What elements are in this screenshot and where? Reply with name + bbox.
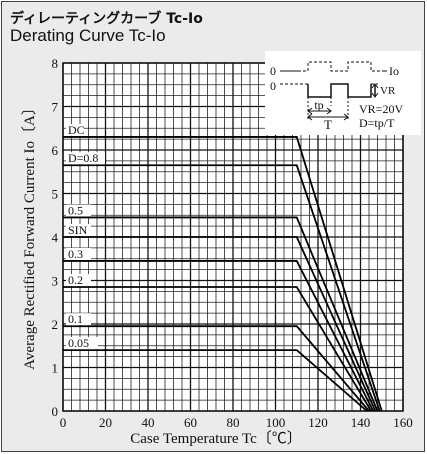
series-label-background [66,313,91,326]
series-label-background [66,247,91,260]
series-label: 0.5 [68,203,83,217]
inset-background [265,51,421,135]
series-lines [63,136,383,412]
x-tick-label: 100 [266,415,286,430]
io-label: Io [389,64,399,78]
x-tick-label: 140 [351,415,371,430]
chart-title-english: Derating Curve Tc-Io [10,26,166,45]
y-tick-label: 0 [52,404,59,419]
series-line [63,236,377,412]
y-tick-label: 5 [52,187,59,202]
chart-title-japanese: ディレーティングカーブ Tc-Io [10,11,203,27]
series-label: 0.1 [68,312,83,326]
t-label: T [324,117,332,132]
series-label-background [66,123,84,136]
series-label: 0.2 [68,273,83,287]
x-tick-label: 40 [142,415,155,430]
series-labels: DC D=0.8 0.5 SIN 0.3 0.2 0.1 0.05 [66,123,105,350]
series-label-background [66,152,105,165]
series-line [63,136,383,412]
x-tick-label: 120 [308,415,328,430]
series-label: DC [68,123,85,137]
tick-labels: 0 20 40 60 80 100 120 140 160 0 1 2 3 4 5 6 7 8 [52,56,413,430]
y-tick-label: 2 [52,317,59,332]
x-tick-label: 160 [393,415,413,430]
series-label-background [66,274,91,287]
series-line [63,286,372,412]
series-label: 0.3 [68,247,83,261]
duty-formula: D=tp/T [359,116,395,130]
tp-label: tp [314,98,323,112]
series-label-background [66,337,98,350]
vr-label: VR [380,85,396,97]
series-label: 0.05 [68,336,89,350]
series-label-background [66,204,91,217]
x-tick-label: 60 [184,415,197,430]
x-tick-label: 0 [60,415,67,430]
inset-zero-bottom: 0 [270,79,276,93]
x-axis-label: Case Temperature Tc〔℃〕 [130,430,301,447]
y-tick-label: 1 [52,361,59,376]
y-tick-label: 8 [52,56,59,71]
series-line [63,349,368,412]
y-axis-label: Average Rectified Forward Current Io〔A〕 [21,100,38,370]
series-line [63,164,381,412]
series-line [63,216,379,412]
y-tick-label: 3 [52,274,59,289]
y-tick-label: 4 [52,230,59,245]
series-line [63,260,375,412]
series-label-background [66,224,91,236]
x-tick-label: 80 [227,415,240,430]
series-label: D=0.8 [68,151,98,165]
y-tick-label: 7 [52,100,59,115]
vr-condition: VR=20V [359,102,403,116]
series-label: SIN [68,223,88,237]
vr-waveform [307,83,372,98]
x-tick-label: 20 [99,415,112,430]
waveform-inset: 0 0 Io VR tp T VR=20V D=tp/T [265,51,421,135]
series-line [63,325,370,412]
y-tick-label: 6 [52,143,59,158]
inset-zero-top: 0 [270,64,276,78]
